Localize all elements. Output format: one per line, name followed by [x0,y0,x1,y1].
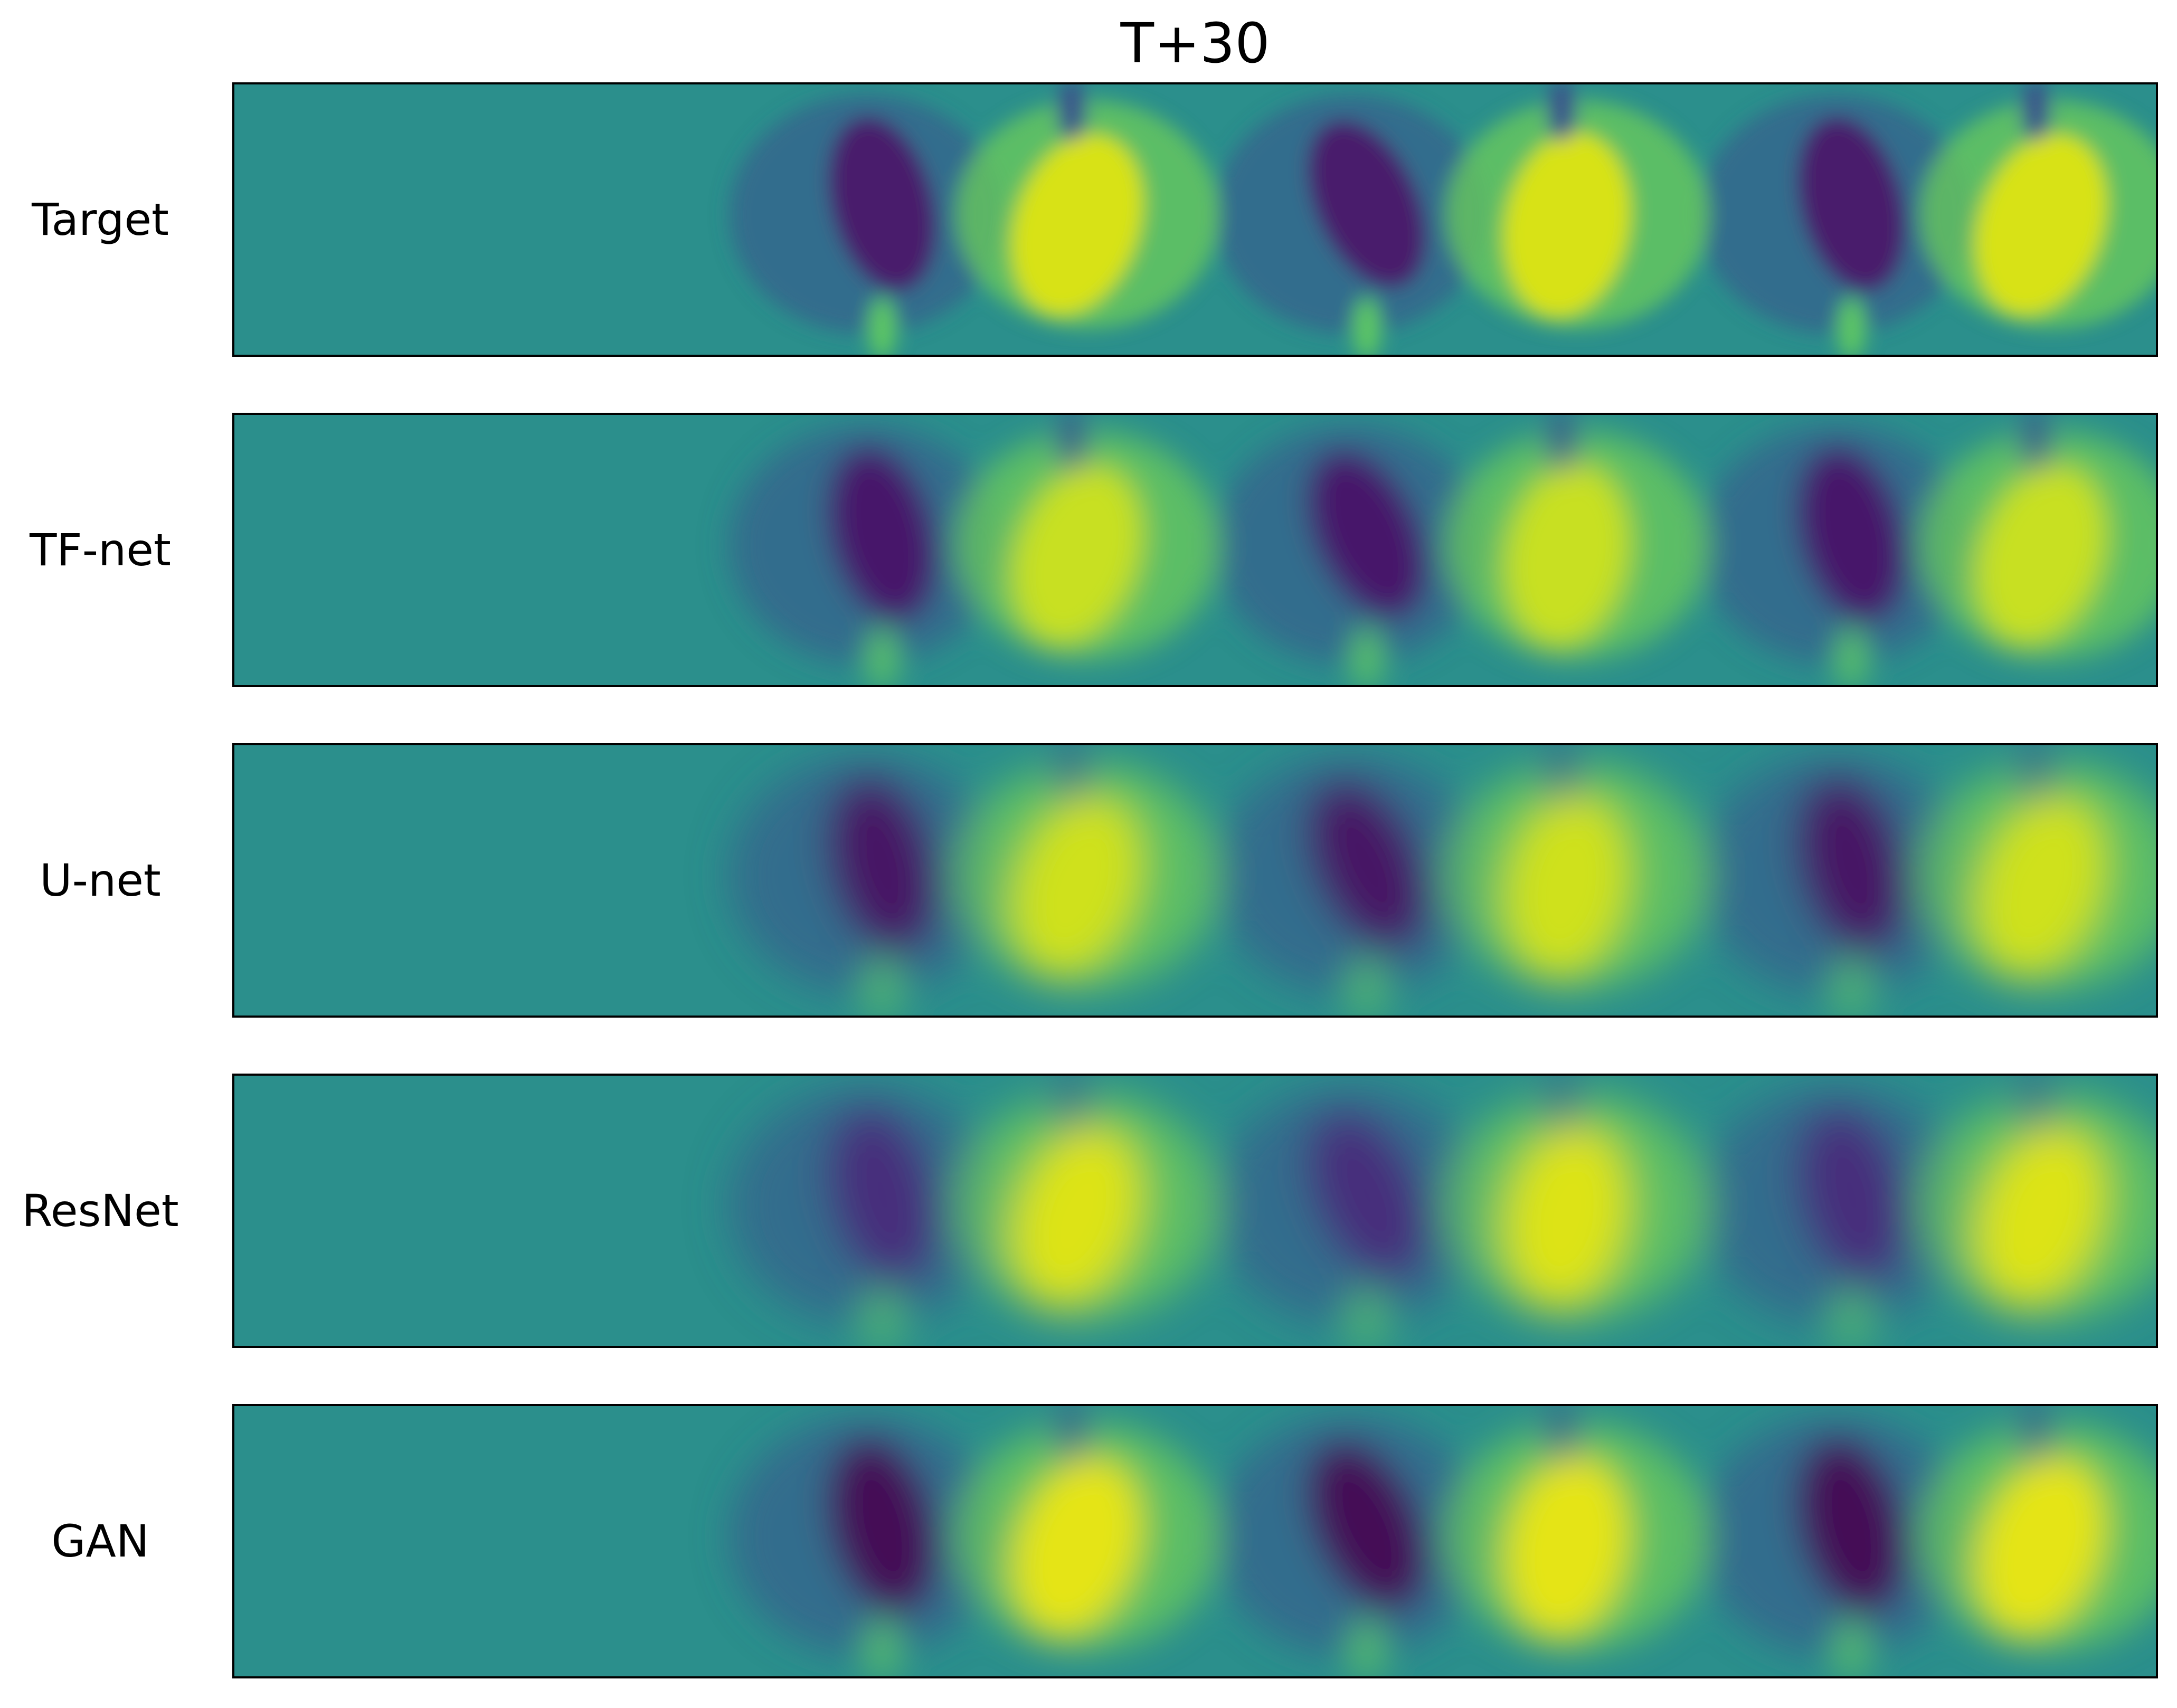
field-panel [232,413,2158,687]
field-panel [232,743,2158,1018]
bright-lobe [1502,1123,1632,1309]
row-label: ResNet [22,1185,179,1237]
bright-lobe [1010,134,1144,316]
bright-lobe [1010,1125,1144,1307]
field-image [234,415,2156,685]
dark-lobe [829,778,936,952]
bright-lobe [1974,464,2108,647]
dark-lobe [829,1439,936,1612]
bright-lobe [1010,464,1144,647]
bright-lobe [1974,1125,2108,1307]
dark-lobe [1308,451,1426,618]
row-label: GAN [51,1515,149,1567]
dark-lobe [1308,781,1426,948]
row-label: U-net [40,855,161,906]
field-image [234,745,2156,1016]
dark-lobe [829,448,936,621]
dark-lobe [1308,120,1426,288]
bright-lobe [1974,794,2108,977]
bright-lobe [1502,132,1632,318]
bright-lobe [1010,794,1144,977]
dark-lobe [1798,448,1905,621]
bright-lobe [1010,1455,1144,1638]
dark-lobe [1798,1108,1905,1282]
field-panel [232,82,2158,357]
field-panel [232,1404,2158,1678]
row-label: TF-net [30,524,171,576]
bright-lobe [1974,134,2108,316]
field-image [234,1076,2156,1346]
row-label: Target [32,194,169,245]
dark-lobe [1798,117,1905,291]
figure-title: T+30 [1120,11,1270,75]
field-panel [232,1074,2158,1348]
dark-lobe [1798,1439,1905,1612]
bright-lobe [1502,462,1632,648]
dark-lobe [829,1108,936,1282]
dark-lobe [829,117,936,291]
dark-lobe [1308,1112,1426,1279]
bright-lobe [1502,793,1632,979]
dark-lobe [1798,778,1905,952]
dark-lobe [1308,1442,1426,1609]
field-image [234,1406,2156,1676]
bright-lobe [1974,1455,2108,1638]
bright-lobe [1502,1454,1632,1639]
field-image [234,84,2156,355]
